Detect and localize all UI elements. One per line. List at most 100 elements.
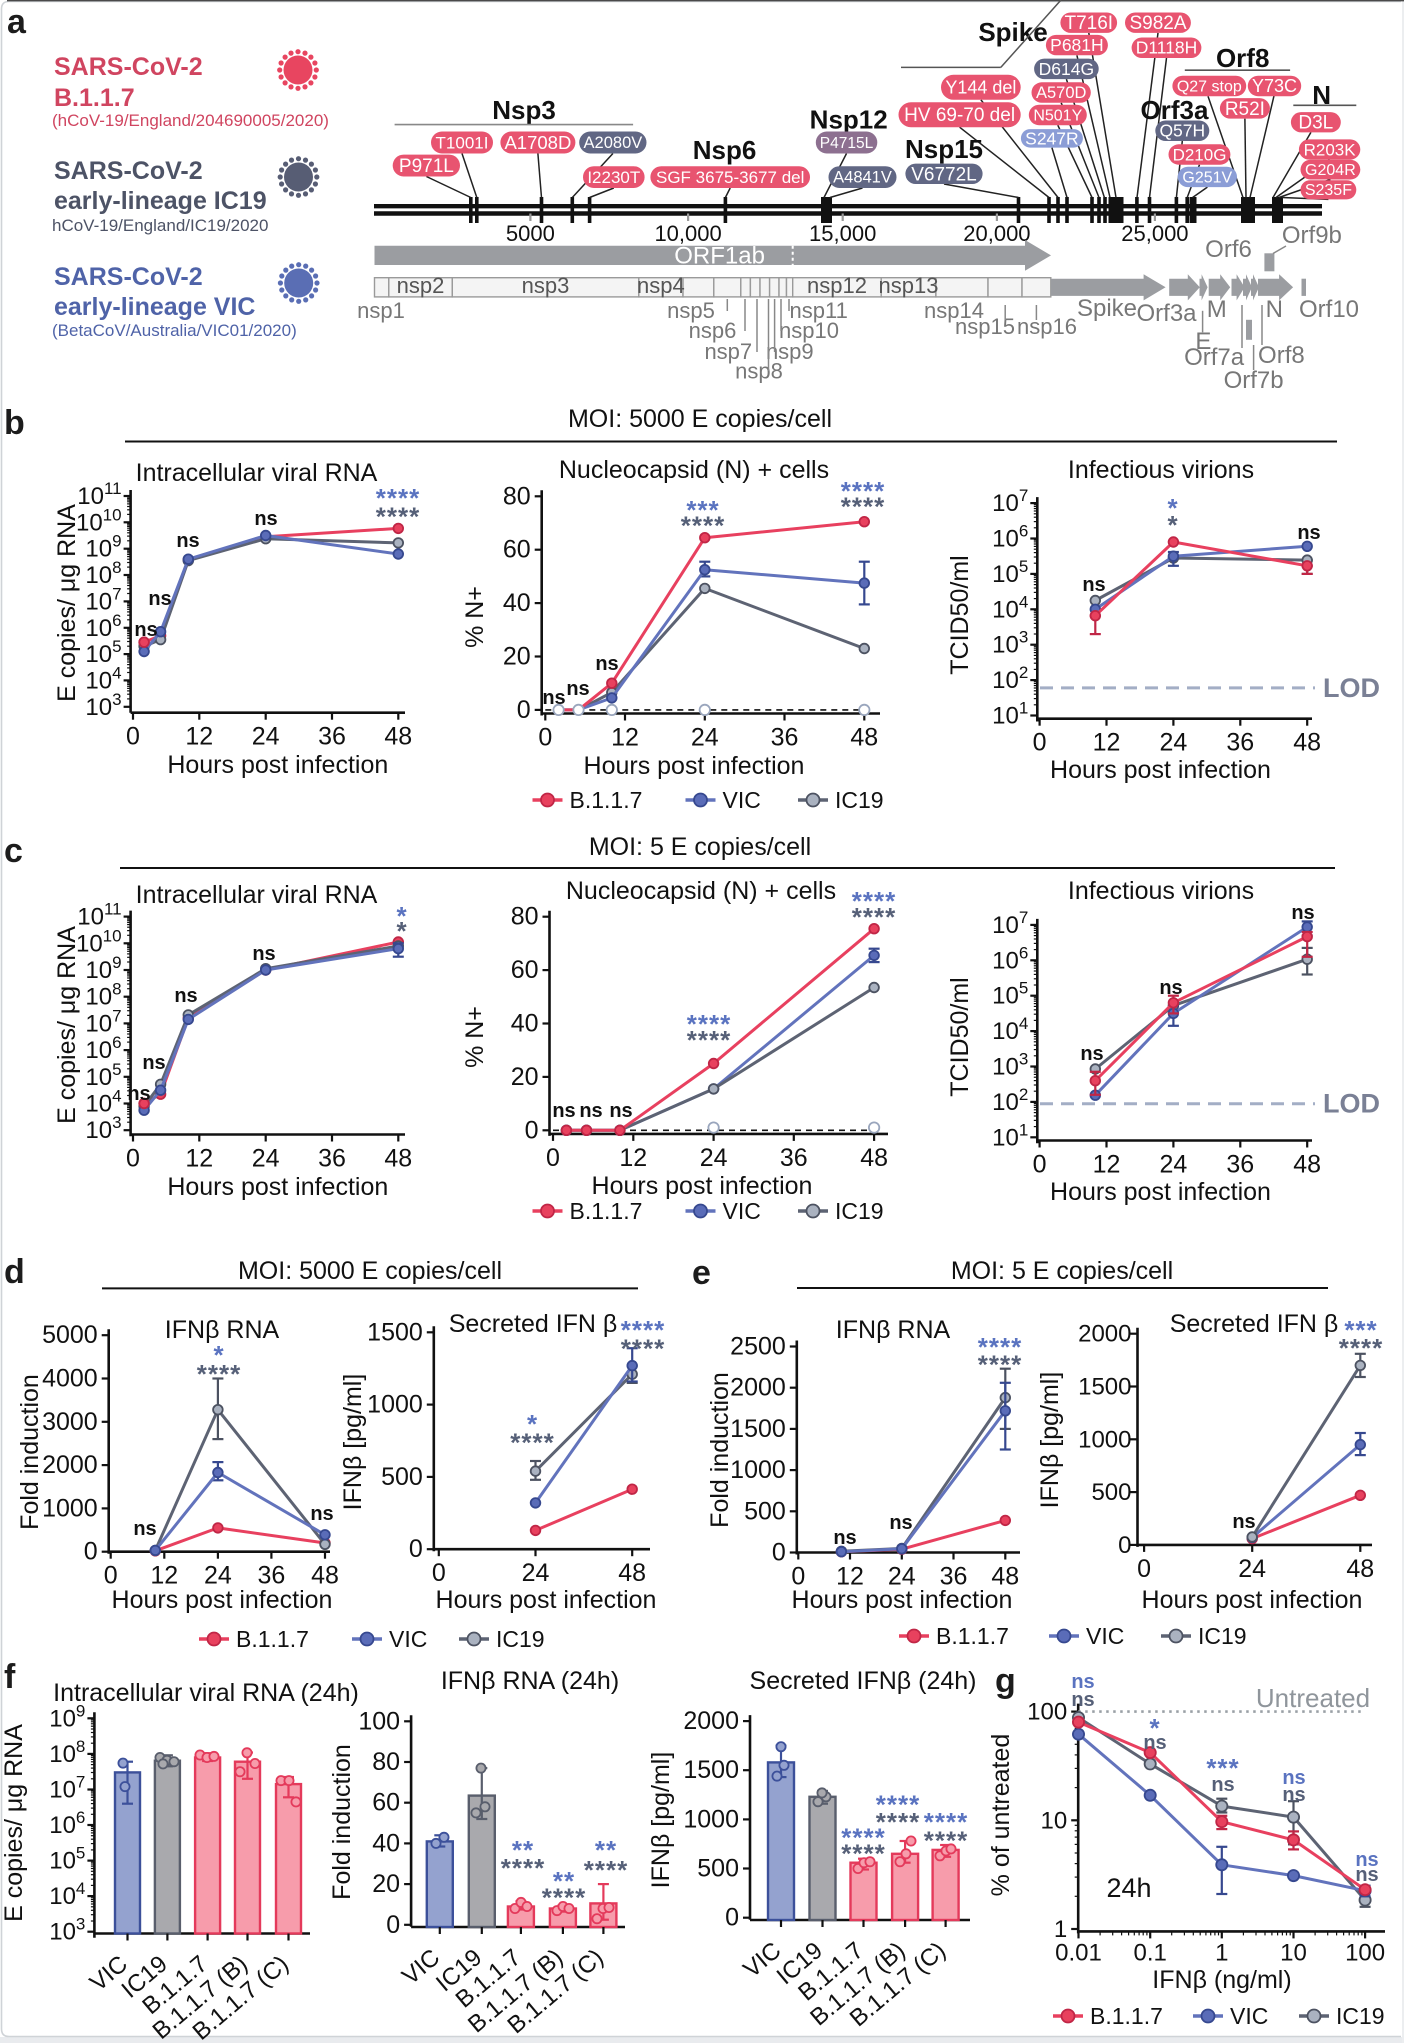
svg-text:Spike: Spike [978, 17, 1047, 47]
svg-text:I2230T: I2230T [587, 168, 640, 187]
svg-text:80: 80 [511, 903, 539, 931]
svg-text:48: 48 [1293, 1151, 1321, 1179]
svg-text:0: 0 [104, 1562, 118, 1590]
svg-text:Nucleocapsid (N) + cells: Nucleocapsid (N) + cells [559, 456, 829, 484]
svg-text:****: **** [841, 476, 885, 506]
svg-text:500: 500 [744, 1497, 786, 1525]
svg-text:P971L: P971L [399, 156, 454, 177]
svg-text:Orf7b: Orf7b [1224, 367, 1284, 394]
svg-text:***: *** [686, 495, 719, 525]
svg-text:48: 48 [618, 1559, 646, 1587]
svg-text:Q57H: Q57H [1159, 121, 1205, 141]
svg-text:****: **** [924, 1807, 968, 1837]
svg-text:0: 0 [432, 1559, 446, 1587]
svg-text:20: 20 [511, 1063, 539, 1091]
svg-text:SARS-CoV-2: SARS-CoV-2 [54, 53, 203, 81]
svg-text:P4715L: P4715L [820, 135, 874, 152]
svg-text:24: 24 [252, 1145, 280, 1173]
svg-text:Nucleocapsid (N) + cells: Nucleocapsid (N) + cells [566, 877, 836, 905]
svg-text:SARS-CoV-2: SARS-CoV-2 [54, 263, 203, 291]
svg-text:N501Y: N501Y [1033, 107, 1082, 124]
svg-text:IC19: IC19 [835, 1198, 884, 1224]
svg-text:****: **** [852, 902, 896, 932]
svg-text:E: E [1195, 328, 1211, 355]
svg-text:ns: ns [1143, 1732, 1166, 1754]
svg-text:G251V: G251V [1182, 169, 1232, 186]
svg-text:c: c [4, 832, 23, 870]
svg-text:ns: ns [579, 1100, 602, 1122]
svg-text:24: 24 [888, 1563, 916, 1591]
svg-text:40: 40 [511, 1010, 539, 1038]
svg-text:A1708D: A1708D [504, 132, 571, 153]
svg-text:12: 12 [611, 724, 639, 752]
svg-text:2000: 2000 [683, 1707, 739, 1735]
svg-text:***: *** [1344, 1315, 1377, 1345]
svg-text:48: 48 [991, 1563, 1019, 1591]
svg-text:S247R: S247R [1025, 128, 1079, 148]
svg-text:MOI: 5 E copies/cell: MOI: 5 E copies/cell [589, 833, 811, 861]
svg-text:ns: ns [310, 1503, 333, 1525]
svg-text:****: **** [978, 1332, 1022, 1362]
svg-text:MOI: 5 E copies/cell: MOI: 5 E copies/cell [951, 1257, 1173, 1285]
svg-text:ns: ns [1071, 1671, 1094, 1693]
svg-text:MOI: 5000 E copies/cell: MOI: 5000 E copies/cell [568, 405, 832, 433]
svg-text:nsp3: nsp3 [522, 273, 570, 298]
svg-text:ns: ns [542, 687, 565, 709]
svg-text:5000: 5000 [42, 1321, 98, 1349]
svg-text:R203K: R203K [1304, 140, 1357, 159]
svg-text:ns: ns [595, 653, 618, 675]
svg-text:20,000: 20,000 [963, 221, 1030, 246]
svg-text:A570D: A570D [1036, 84, 1087, 102]
svg-text:nsp5: nsp5 [667, 298, 715, 323]
svg-text:E copies/ μg RNA: E copies/ μg RNA [53, 504, 81, 702]
svg-text:107: 107 [49, 1773, 85, 1804]
svg-text:S982A: S982A [1129, 13, 1186, 34]
svg-text:****: **** [621, 1334, 665, 1364]
svg-text:100: 100 [358, 1707, 400, 1735]
svg-text:R52I: R52I [1225, 99, 1265, 120]
svg-text:Orf8: Orf8 [1216, 43, 1269, 73]
svg-text:0: 0 [525, 1116, 539, 1144]
svg-text:5000: 5000 [506, 221, 555, 246]
svg-text:****: **** [584, 1855, 628, 1885]
svg-text:ns: ns [1297, 522, 1320, 544]
svg-text:IFNβ [pg/ml]: IFNβ [pg/ml] [339, 1374, 367, 1511]
svg-text:ns: ns [566, 678, 589, 700]
svg-text:% of untreated: % of untreated [987, 1734, 1015, 1897]
svg-text:B.1.1.7: B.1.1.7 [570, 1198, 643, 1224]
svg-text:****: **** [197, 1359, 241, 1389]
svg-text:nsp1: nsp1 [357, 298, 405, 323]
svg-text:0: 0 [725, 1904, 739, 1932]
svg-text:****: **** [876, 1807, 920, 1837]
svg-text:B.1.1.7: B.1.1.7 [236, 1626, 309, 1652]
svg-text:****: **** [876, 1790, 920, 1820]
svg-text:Orf3a: Orf3a [1136, 300, 1197, 327]
svg-text:36: 36 [318, 1145, 346, 1173]
svg-text:24: 24 [522, 1559, 550, 1587]
svg-text:Secreted IFN β: Secreted IFN β [1170, 1310, 1339, 1338]
svg-text:Hours post infection: Hours post infection [112, 1586, 333, 1614]
svg-text:(BetaCoV/Australia/VIC01/2020): (BetaCoV/Australia/VIC01/2020) [52, 321, 297, 340]
svg-text:****: **** [621, 1315, 665, 1345]
svg-text:e: e [692, 1254, 711, 1292]
svg-text:0: 0 [772, 1539, 786, 1567]
svg-text:****: **** [978, 1350, 1022, 1380]
svg-text:IFNβ (ng/ml): IFNβ (ng/ml) [1152, 1966, 1291, 1994]
svg-text:nsp4: nsp4 [637, 273, 685, 298]
svg-text:ns: ns [254, 508, 277, 530]
svg-text:4000: 4000 [42, 1365, 98, 1393]
svg-text:1000: 1000 [42, 1494, 98, 1522]
svg-text:ns: ns [252, 943, 275, 965]
svg-text:MOI: 5000 E copies/cell: MOI: 5000 E copies/cell [238, 1257, 502, 1285]
svg-text:% N+: % N+ [461, 586, 489, 648]
svg-text:0: 0 [791, 1563, 805, 1591]
svg-text:TCID50/ml: TCID50/ml [946, 977, 974, 1096]
svg-text:0: 0 [409, 1535, 423, 1563]
svg-text:IFNβ [pg/ml]: IFNβ [pg/ml] [1036, 1372, 1064, 1509]
svg-text:Q27 stop: Q27 stop [1177, 78, 1242, 95]
svg-text:IC19: IC19 [496, 1626, 545, 1652]
svg-text:0: 0 [546, 1144, 560, 1172]
svg-text:ns: ns [1232, 1511, 1255, 1533]
svg-text:Fold induction: Fold induction [328, 1744, 356, 1900]
svg-text:ns: ns [1159, 977, 1182, 999]
